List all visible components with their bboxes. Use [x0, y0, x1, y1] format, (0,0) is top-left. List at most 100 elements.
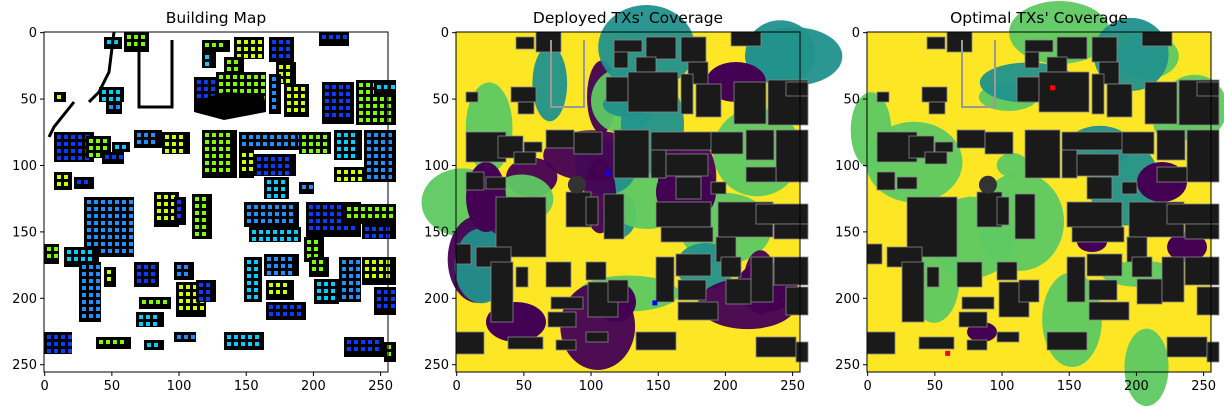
building [550, 296, 584, 310]
building [1071, 226, 1125, 243]
building [613, 129, 650, 179]
building-marker [347, 347, 351, 351]
building-marker [323, 219, 327, 223]
building-marker [242, 135, 246, 139]
building-marker [101, 235, 105, 239]
building [680, 73, 694, 115]
building-marker [251, 47, 255, 51]
building [725, 278, 752, 305]
building-marker [165, 135, 169, 139]
building [1024, 39, 1054, 53]
building-marker [261, 212, 265, 216]
building-marker [325, 85, 329, 89]
building-marker [108, 207, 112, 211]
building-marker [366, 97, 370, 101]
building-marker [122, 145, 126, 149]
building-marker [94, 200, 98, 204]
building [785, 81, 809, 97]
building-marker [342, 260, 346, 264]
building-marker [47, 342, 51, 346]
building-marker [157, 216, 161, 220]
building-marker [343, 35, 347, 39]
x-tick-label: 100 [167, 379, 192, 394]
building-marker [346, 99, 350, 103]
building [1206, 341, 1220, 363]
building-marker [61, 349, 65, 353]
building-marker [389, 207, 393, 211]
building-marker [281, 180, 285, 184]
building-marker [276, 290, 280, 294]
building-marker [258, 47, 262, 51]
building [733, 81, 767, 125]
building-marker [374, 161, 378, 165]
building-marker [269, 290, 273, 294]
building [517, 101, 535, 115]
building-marker [287, 230, 291, 234]
building-marker [302, 135, 306, 139]
building-marker [351, 154, 355, 158]
building-marker [212, 140, 216, 144]
building [1106, 83, 1133, 118]
building-marker [82, 300, 86, 304]
building [547, 311, 577, 328]
building-marker [339, 92, 343, 96]
building-marker [206, 290, 210, 294]
building-marker [57, 175, 61, 179]
building-marker [96, 300, 100, 304]
building-marker [377, 85, 381, 89]
building-marker [302, 149, 306, 153]
building-marker [234, 67, 238, 71]
building-marker [116, 105, 120, 109]
building-marker [319, 267, 323, 271]
building [956, 129, 986, 149]
building-marker [267, 257, 271, 261]
building-marker [199, 297, 203, 301]
building-marker [257, 157, 261, 161]
building-marker [276, 305, 280, 309]
building-marker [94, 242, 98, 246]
building-marker [316, 142, 320, 146]
building [1091, 73, 1105, 115]
building-marker [153, 315, 157, 319]
building-marker [339, 85, 343, 89]
building-marker [247, 75, 251, 79]
building-marker [391, 304, 395, 308]
building-marker [82, 272, 86, 276]
building [665, 153, 709, 177]
building-marker [274, 180, 278, 184]
building-marker [365, 267, 369, 271]
building-marker [115, 207, 119, 211]
building-marker [307, 254, 311, 258]
building-marker [268, 212, 272, 216]
building-marker [127, 42, 131, 46]
building-marker [374, 147, 378, 151]
building-marker [309, 219, 313, 223]
building-marker [384, 290, 388, 294]
building [1066, 201, 1123, 228]
building-marker [271, 164, 275, 168]
building-marker [61, 335, 65, 339]
x-tick-label: 150 [1057, 379, 1082, 394]
building-marker [287, 108, 291, 112]
building-marker [257, 171, 261, 175]
building-marker [82, 286, 86, 290]
building [1018, 279, 1040, 303]
building-marker [64, 149, 68, 153]
building-marker [254, 260, 258, 264]
building-marker [272, 84, 276, 88]
building-marker [279, 47, 283, 51]
building-marker [388, 175, 392, 179]
building [79, 262, 101, 322]
building-marker [367, 140, 371, 144]
building-marker [177, 200, 181, 204]
building-marker [57, 135, 61, 139]
building [465, 91, 479, 103]
building-marker [108, 235, 112, 239]
building-marker [294, 87, 298, 91]
building-marker [89, 272, 93, 276]
building-marker [171, 216, 175, 220]
building-marker [101, 214, 105, 218]
building-marker [273, 237, 277, 241]
building-marker [179, 285, 183, 289]
building-marker [119, 155, 123, 159]
